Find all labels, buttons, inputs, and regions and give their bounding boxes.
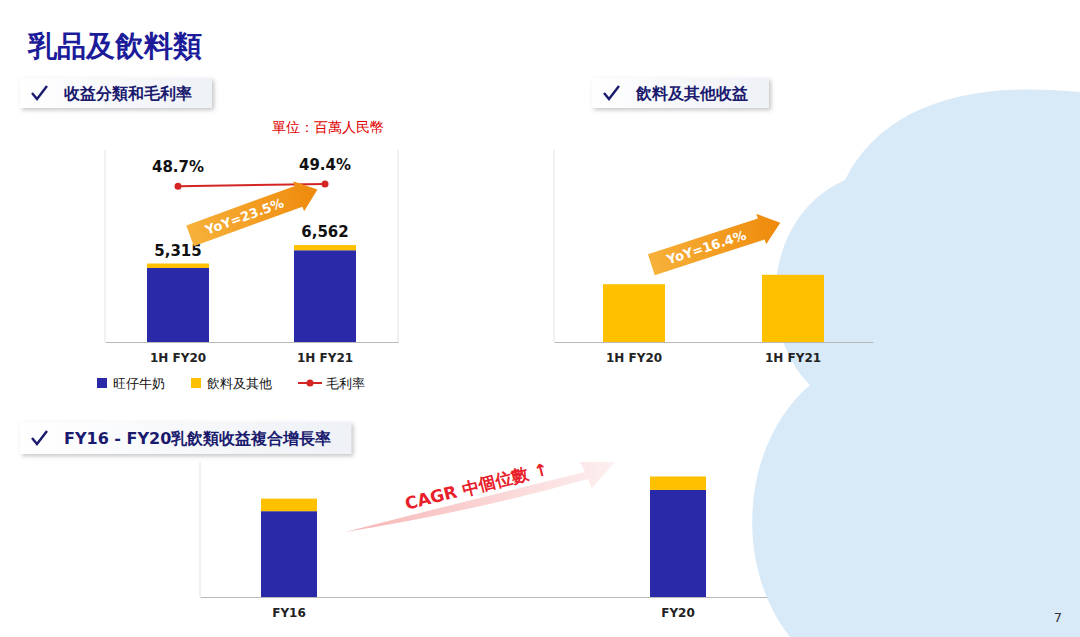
slide: 乳品及飲料類71H FY201H FY215,3156,56248.7%49.4… [0, 0, 1080, 637]
x-tick: 1H FY21 [297, 351, 353, 365]
section-head-box [20, 422, 351, 454]
background-shape [752, 89, 1080, 637]
bar [650, 490, 706, 597]
bar [294, 245, 356, 250]
x-tick: FY16 [272, 606, 306, 620]
x-axis: 1H FY20 1H FY21 [106, 343, 399, 365]
section-title: 收益分類和毛利率 [64, 84, 192, 103]
legend-swatch [307, 380, 314, 387]
section-head-box [592, 78, 769, 108]
section-title: 飲料及其他收益 [635, 84, 748, 103]
legend-item: 飲料及其他 [191, 376, 272, 391]
legend: 旺仔牛奶 飲料及其他 毛利率 [97, 376, 365, 391]
check-mark [604, 86, 619, 99]
legend-item: 毛利率 [298, 376, 365, 391]
legend-label: 毛利率 [326, 376, 365, 391]
x-tick-label: 1H FY21 [765, 351, 821, 365]
data-label: 48.7% [152, 158, 204, 176]
annotation: YoY=23.5% [202, 195, 286, 238]
annotation-arrow: YoY=23.5% [185, 174, 323, 250]
y-axis-line [105, 150, 106, 342]
annotation: CAGR 中個位數 ↑ [403, 459, 550, 514]
x-tick-label: 1H FY20 [150, 351, 206, 365]
data-label: 49.4% [299, 156, 351, 174]
y-axis-line [554, 150, 555, 342]
bar [603, 284, 665, 342]
check-mark [32, 431, 47, 444]
bar [650, 476, 706, 490]
legend-label: 旺仔牛奶 [113, 376, 165, 391]
arrow-shape [345, 462, 615, 532]
section-head-box [20, 78, 212, 108]
annotation-arrow: CAGR 中個位數 ↑ [345, 459, 615, 532]
bar [147, 264, 209, 268]
marker [322, 180, 329, 187]
annotation-arrow: YoY=16.4% [646, 208, 785, 280]
legend-item: 旺仔牛奶 [97, 376, 165, 391]
y-axis-line [200, 462, 201, 597]
annotation: YoY=16.4% [664, 227, 748, 267]
legend-swatch [191, 378, 201, 388]
x-tick: FY20 [661, 606, 695, 620]
x-axis-line [555, 342, 874, 343]
x-axis: 1H FY20 1H FY21 [555, 343, 874, 365]
section-head: FY16 - FY20乳飲類收益複合增長率 [20, 422, 351, 454]
y2-axis-line [398, 150, 399, 342]
subtitle: 單位：百萬人民幣 [272, 119, 384, 135]
arrow-shape [646, 208, 785, 280]
section-title: FY16 - FY20乳飲類收益複合增長率 [64, 429, 331, 448]
arrow-shape [185, 174, 323, 250]
page-number: 7 [1054, 610, 1062, 625]
x-tick: 1H FY21 [765, 351, 821, 365]
bar [294, 250, 356, 342]
bar [762, 275, 824, 342]
marker [175, 183, 182, 190]
section-head: 收益分類和毛利率 [20, 78, 212, 108]
legend-label: 飲料及其他 [207, 376, 272, 391]
x-tick: 1H FY20 [606, 351, 662, 365]
page-title: 乳品及飲料類 [27, 29, 202, 63]
bar [261, 511, 317, 597]
legend-swatch [97, 378, 107, 388]
bar [147, 268, 209, 342]
x-axis: FY16 FY20 [201, 598, 768, 620]
x-tick: 1H FY20 [150, 351, 206, 365]
x-axis-line [201, 597, 768, 598]
x-tick-label: FY16 [272, 606, 306, 620]
x-tick-label: 1H FY21 [297, 351, 353, 365]
x-tick-label: FY20 [661, 606, 695, 620]
plot-marks [603, 275, 824, 342]
data-label: 6,562 [301, 223, 348, 241]
check-mark [32, 86, 47, 99]
x-tick-label: 1H FY20 [606, 351, 662, 365]
section-head: 飲料及其他收益 [592, 78, 769, 108]
x-axis-line [106, 342, 399, 343]
bar [261, 499, 317, 512]
